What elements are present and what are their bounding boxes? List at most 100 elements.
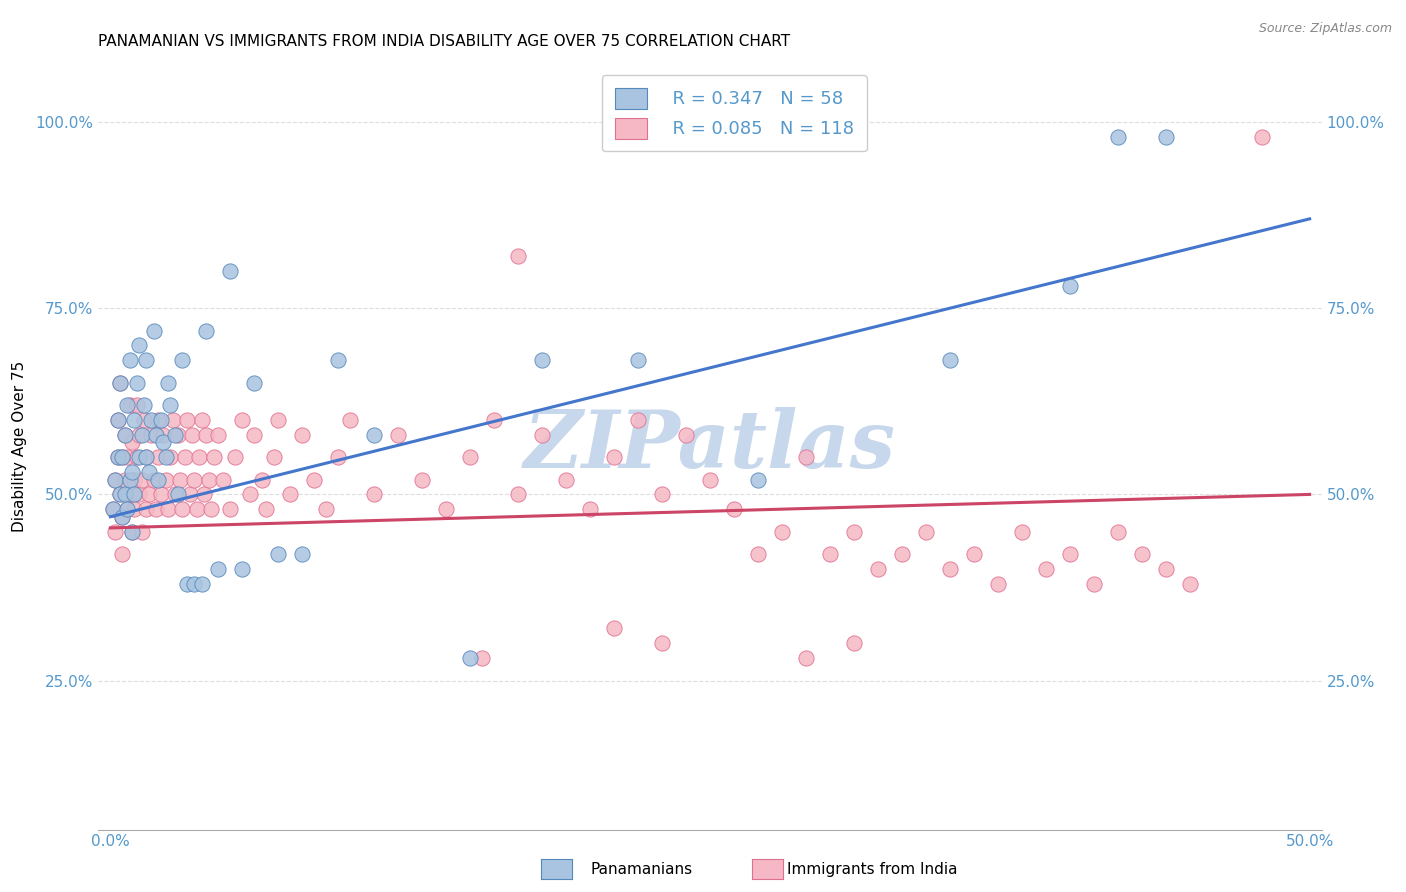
Point [114,427,136,442]
Point [627,413,650,427]
Point [114,427,136,442]
Point [197,473,219,487]
Point [125,450,148,465]
Point [149,413,172,427]
Point [152,427,174,442]
Point [238,487,260,501]
Point [267,547,290,561]
Point [603,450,626,465]
Point [111,509,134,524]
Point [166,487,188,501]
Point [723,502,745,516]
Point [135,450,157,465]
Point [121,435,143,450]
Point [770,524,793,539]
Point [138,487,160,501]
Point [141,413,163,427]
Point [121,524,143,539]
Point [651,487,673,501]
Point [172,353,194,368]
Point [156,502,179,516]
Point [183,576,205,591]
Point [987,576,1010,591]
Point [818,547,841,561]
Point [842,524,865,539]
Point [101,502,124,516]
Point [104,473,127,487]
Point [304,473,326,487]
Point [131,427,153,442]
Point [165,427,187,442]
Point [555,473,578,487]
Point [115,450,138,465]
Point [162,413,184,427]
Point [172,502,194,516]
Point [939,353,962,368]
Point [115,502,138,516]
Point [115,502,138,516]
Point [328,353,350,368]
Point [128,487,150,501]
Point [291,547,314,561]
Point [1130,547,1153,561]
Text: Immigrants from India: Immigrants from India [787,863,957,877]
Point [149,487,172,501]
Point [128,450,150,465]
Point [111,450,134,465]
Point [915,524,938,539]
Point [1154,129,1177,144]
Point [315,502,337,516]
Text: Source: ZipAtlas.com: Source: ZipAtlas.com [1258,22,1392,36]
Point [107,413,129,427]
Point [118,353,141,368]
Point [186,502,208,516]
Point [166,427,188,442]
Point [156,376,179,390]
Point [1011,524,1033,539]
Point [135,450,157,465]
Point [1059,547,1081,561]
Point [267,413,290,427]
Point [148,473,170,487]
Point [508,249,530,263]
Point [152,435,174,450]
Y-axis label: Disability Age Over 75: Disability Age Over 75 [13,360,27,532]
Point [135,502,157,516]
Point [1107,524,1129,539]
Point [1083,576,1105,591]
Point [411,473,433,487]
Point [155,473,177,487]
Point [531,427,554,442]
Point [1035,562,1057,576]
Point [108,487,131,501]
Point [1059,278,1081,293]
Point [176,413,198,427]
Point [363,487,385,501]
Point [531,353,554,368]
Point [101,502,124,516]
Point [121,465,143,479]
Point [675,427,697,442]
Point [699,473,721,487]
Point [121,524,143,539]
Point [747,547,769,561]
Point [627,353,650,368]
Point [328,450,350,465]
Point [1107,129,1129,144]
Point [263,450,285,465]
Point [842,636,865,650]
Point [179,487,201,501]
Text: PANAMANIAN VS IMMIGRANTS FROM INDIA DISABILITY AGE OVER 75 CORRELATION CHART: PANAMANIAN VS IMMIGRANTS FROM INDIA DISA… [98,34,790,49]
Point [254,502,277,516]
Point [111,547,134,561]
Point [890,547,912,561]
Point [159,398,181,412]
Point [231,413,253,427]
Point [434,502,457,516]
Point [387,427,409,442]
Point [278,487,301,501]
Point [195,427,218,442]
Point [207,562,229,576]
Point [108,487,131,501]
Point [794,651,817,665]
